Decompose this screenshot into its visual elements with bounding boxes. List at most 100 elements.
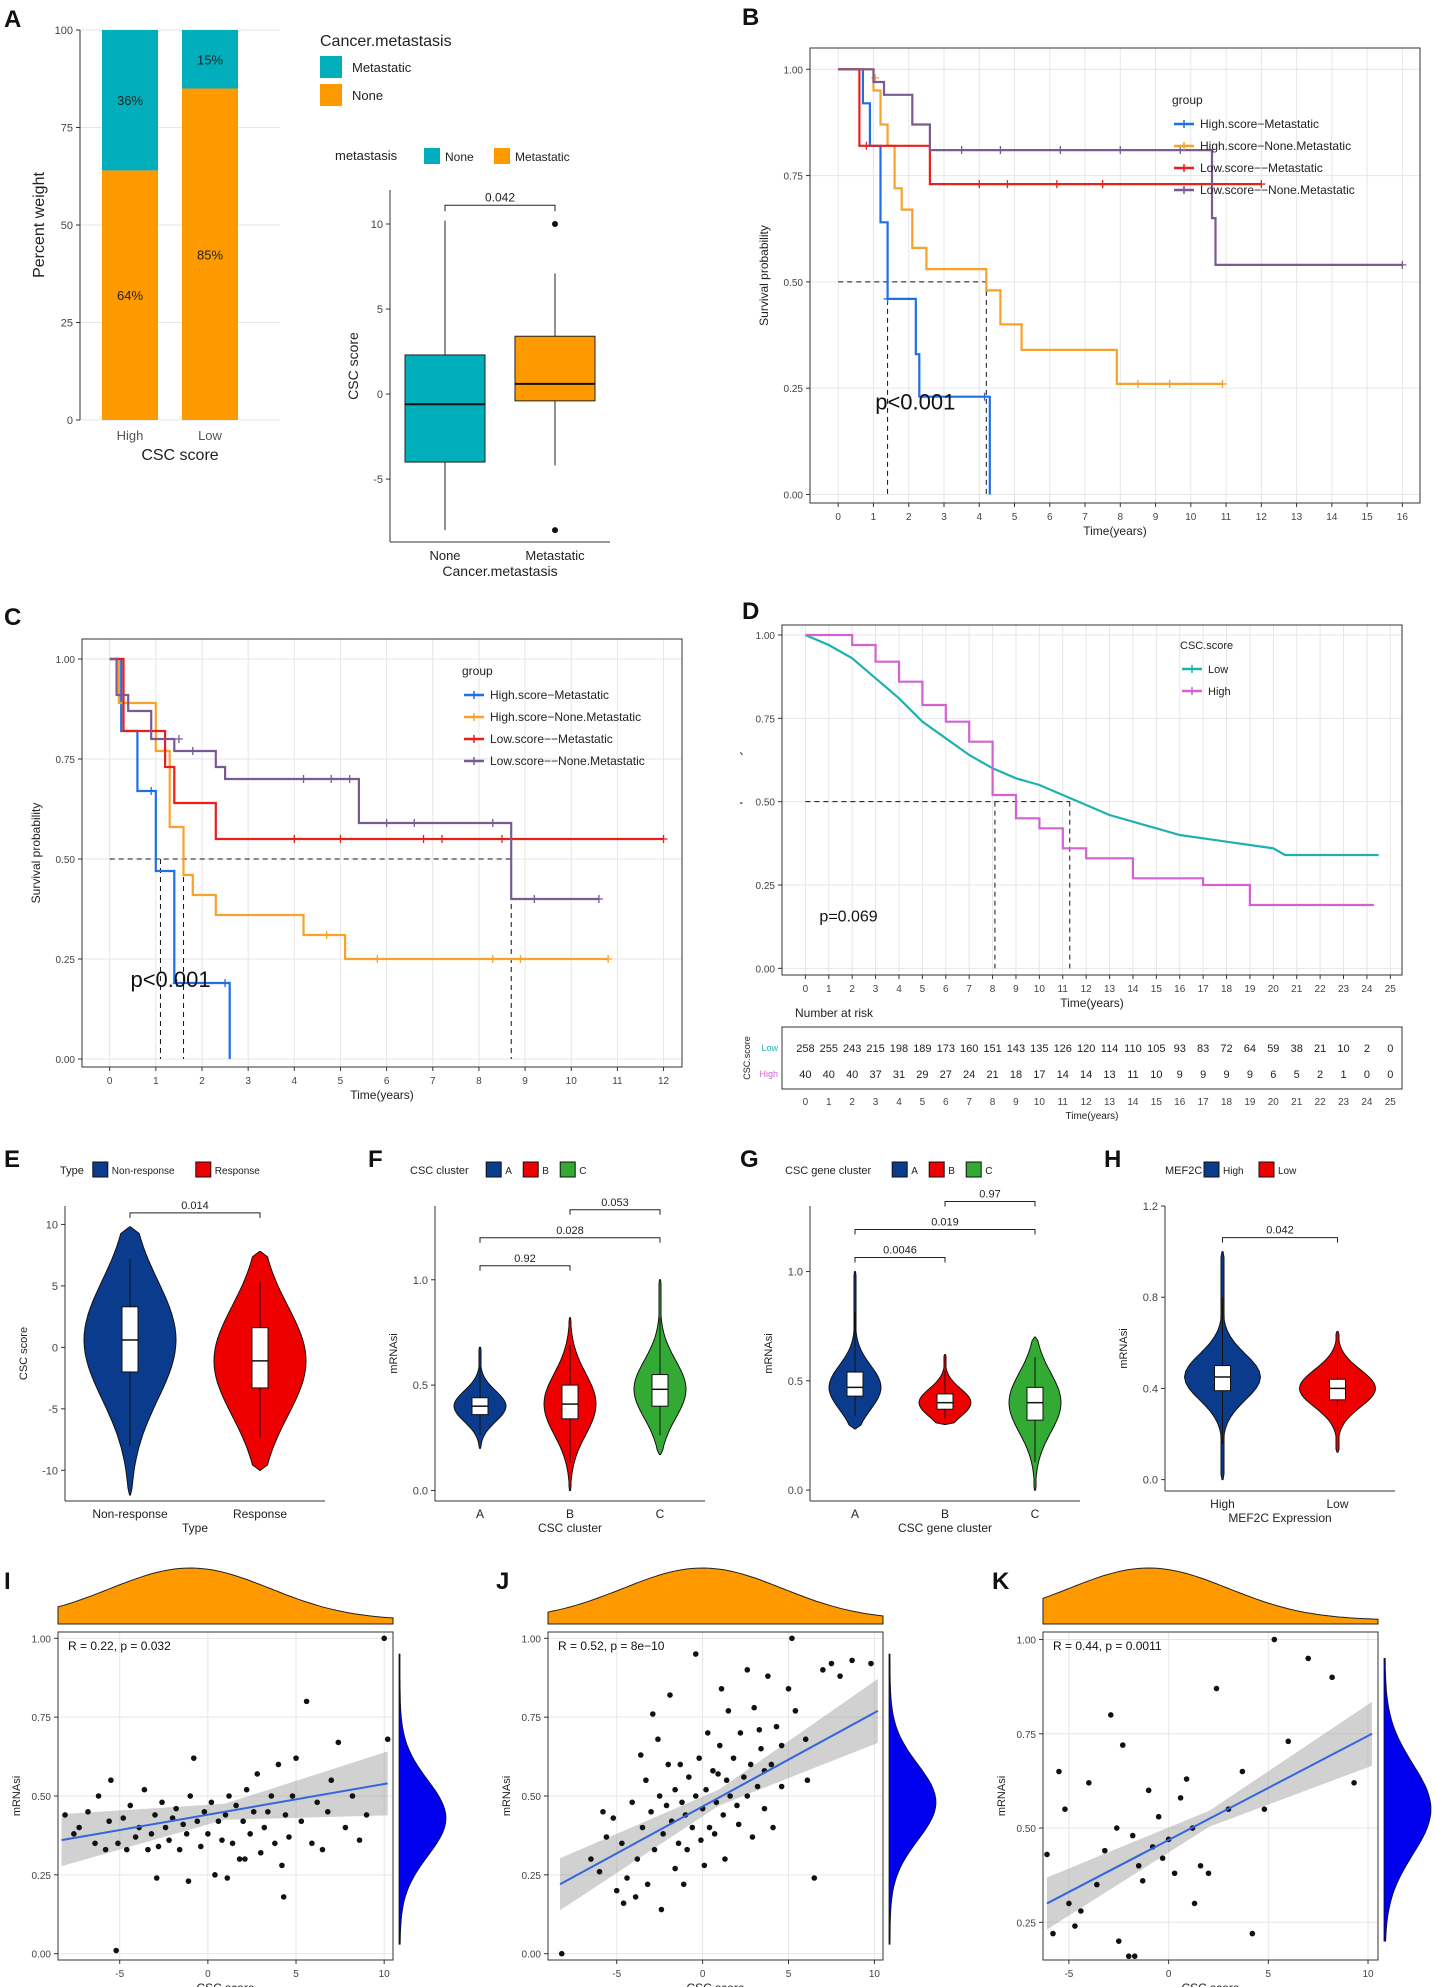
scatter-point: [737, 1730, 744, 1736]
risk-count: 6: [1270, 1069, 1276, 1081]
risk-count: 17: [1033, 1069, 1045, 1081]
scatter-point: [754, 1783, 761, 1790]
scatter-point: [85, 1808, 91, 1815]
scatter-point: [132, 1834, 139, 1840]
x-tick-label: 5: [293, 1969, 299, 1980]
scatter-point: [384, 1736, 391, 1743]
risk-count: 9: [1223, 1069, 1229, 1081]
y-tick-label: 50: [61, 220, 73, 232]
censor-mark: [604, 955, 613, 963]
y-axis-title: Survival probability: [29, 803, 43, 904]
x-tick-label: 2: [199, 1076, 205, 1087]
y-tick-label: 0.25: [1017, 1918, 1037, 1929]
legend-label: Metastatic: [352, 60, 412, 75]
scatter-point: [619, 1840, 625, 1847]
bar-none: [182, 88, 238, 420]
x-axis-title: CSC score: [196, 1981, 254, 1987]
scatter-point: [696, 1755, 702, 1761]
y-axis-title: mRNAsi: [388, 1333, 400, 1373]
scatter-point: [176, 1846, 183, 1853]
x-axis-title: CSC cluster: [538, 1521, 602, 1535]
legend-title: metastasis: [335, 148, 398, 163]
x-tick-label: A: [851, 1507, 859, 1521]
censor-mark: [1218, 379, 1227, 388]
censor-mark: [290, 835, 299, 843]
legend-label: Low.score−−None.Metastatic: [490, 754, 645, 768]
scatter-point: [692, 1793, 699, 1799]
plot-frame: [781, 624, 1403, 976]
y-tick-label: 1.00: [56, 655, 76, 666]
scatter-point: [758, 1745, 764, 1752]
km-curve-0: [804, 633, 1379, 857]
x-tick-label: Low: [198, 428, 222, 443]
legend-label: Low: [1208, 664, 1228, 676]
comparison-pvalue: 0.028: [556, 1225, 584, 1237]
risk-count: 11: [1127, 1069, 1138, 1081]
scatter-point: [644, 1881, 651, 1888]
y-tick-label: 10: [46, 1219, 58, 1231]
scatter-point: [634, 1856, 641, 1862]
legend-title: group: [462, 664, 493, 678]
panel-label-c: C: [4, 604, 22, 631]
x-axis-title: Time(years): [350, 1088, 414, 1102]
y-tick-label: 0.0: [413, 1485, 428, 1497]
y-axis-title: CSC score: [345, 332, 361, 400]
censor-mark: [174, 735, 183, 743]
x-tick-label: 8: [476, 1076, 482, 1087]
scatter-point: [768, 1761, 775, 1768]
risk-x-tick: 14: [1127, 1097, 1139, 1108]
risk-table-title: Number at risk: [795, 1006, 874, 1020]
risk-x-tick: 12: [1081, 1097, 1093, 1108]
scatter-point: [716, 1742, 723, 1749]
panel-f-violin: 0.0 0.5 1.0 A B C 0.92 0.028 0.053 CSC cluster mRN…: [388, 1161, 705, 1535]
comparison-pvalue: 0.042: [1266, 1225, 1294, 1237]
scatter-point: [715, 1771, 721, 1777]
x-tick-label: 3: [245, 1076, 251, 1087]
scatter-point: [756, 1726, 763, 1733]
scatter-point: [713, 1799, 720, 1806]
y-tick-label: 0: [377, 389, 383, 401]
censor-mark: [188, 747, 197, 755]
scatter-point: [692, 1651, 699, 1657]
risk-x-tick: 17: [1198, 1097, 1210, 1108]
y-tick-label: 0.50: [32, 1792, 52, 1803]
y-tick-label: 0.00: [56, 1055, 76, 1066]
y-tick-label: 10: [371, 219, 383, 231]
censor-mark: [1165, 379, 1174, 388]
x-tick-label: -5: [612, 1969, 621, 1980]
panel-h-violin: 0.0 0.4 0.8 1.2 High Low 0.042 MEF2C Expression…: [1118, 1161, 1395, 1525]
risk-count: 9: [1177, 1069, 1183, 1081]
scatter-point: [785, 1685, 792, 1692]
scatter-point: [770, 1824, 776, 1831]
x-tick-label: 10: [566, 1076, 578, 1087]
x-tick-label: 10: [1362, 1969, 1374, 1980]
scatter-point: [718, 1685, 725, 1692]
censor-mark: [1056, 146, 1065, 155]
risk-x-tick: 1: [826, 1097, 832, 1108]
scatter-point: [279, 1862, 285, 1869]
comparison-pvalue: 0.0046: [883, 1245, 917, 1257]
risk-x-tick: 6: [943, 1097, 949, 1108]
risk-count: 93: [1174, 1043, 1186, 1055]
censor-mark: [322, 931, 331, 939]
comparison-bracket: [479, 1265, 571, 1271]
censor-mark: [659, 835, 668, 843]
risk-x-tick: 24: [1361, 1097, 1373, 1108]
risk-count: 72: [1220, 1043, 1232, 1055]
risk-count: 2: [1317, 1069, 1323, 1081]
y-tick-label: 0.00: [522, 1950, 542, 1961]
scatter-point: [723, 1777, 730, 1784]
scatter-point: [229, 1840, 236, 1847]
scatter-point: [698, 1837, 704, 1843]
risk-count: 120: [1077, 1043, 1095, 1055]
scatter-point: [613, 1887, 620, 1894]
x-tick-label: 16: [1397, 512, 1409, 523]
scatter-point: [1119, 1742, 1126, 1748]
scatter-point: [1050, 1930, 1056, 1937]
x-tick-label: C: [1031, 1507, 1040, 1521]
violin-box: [561, 1384, 579, 1420]
x-tick-label: Low: [1326, 1497, 1348, 1511]
risk-count: 21: [986, 1069, 998, 1081]
x-tick-label: 3: [941, 512, 947, 523]
y-tick-label: 0.75: [756, 714, 776, 725]
